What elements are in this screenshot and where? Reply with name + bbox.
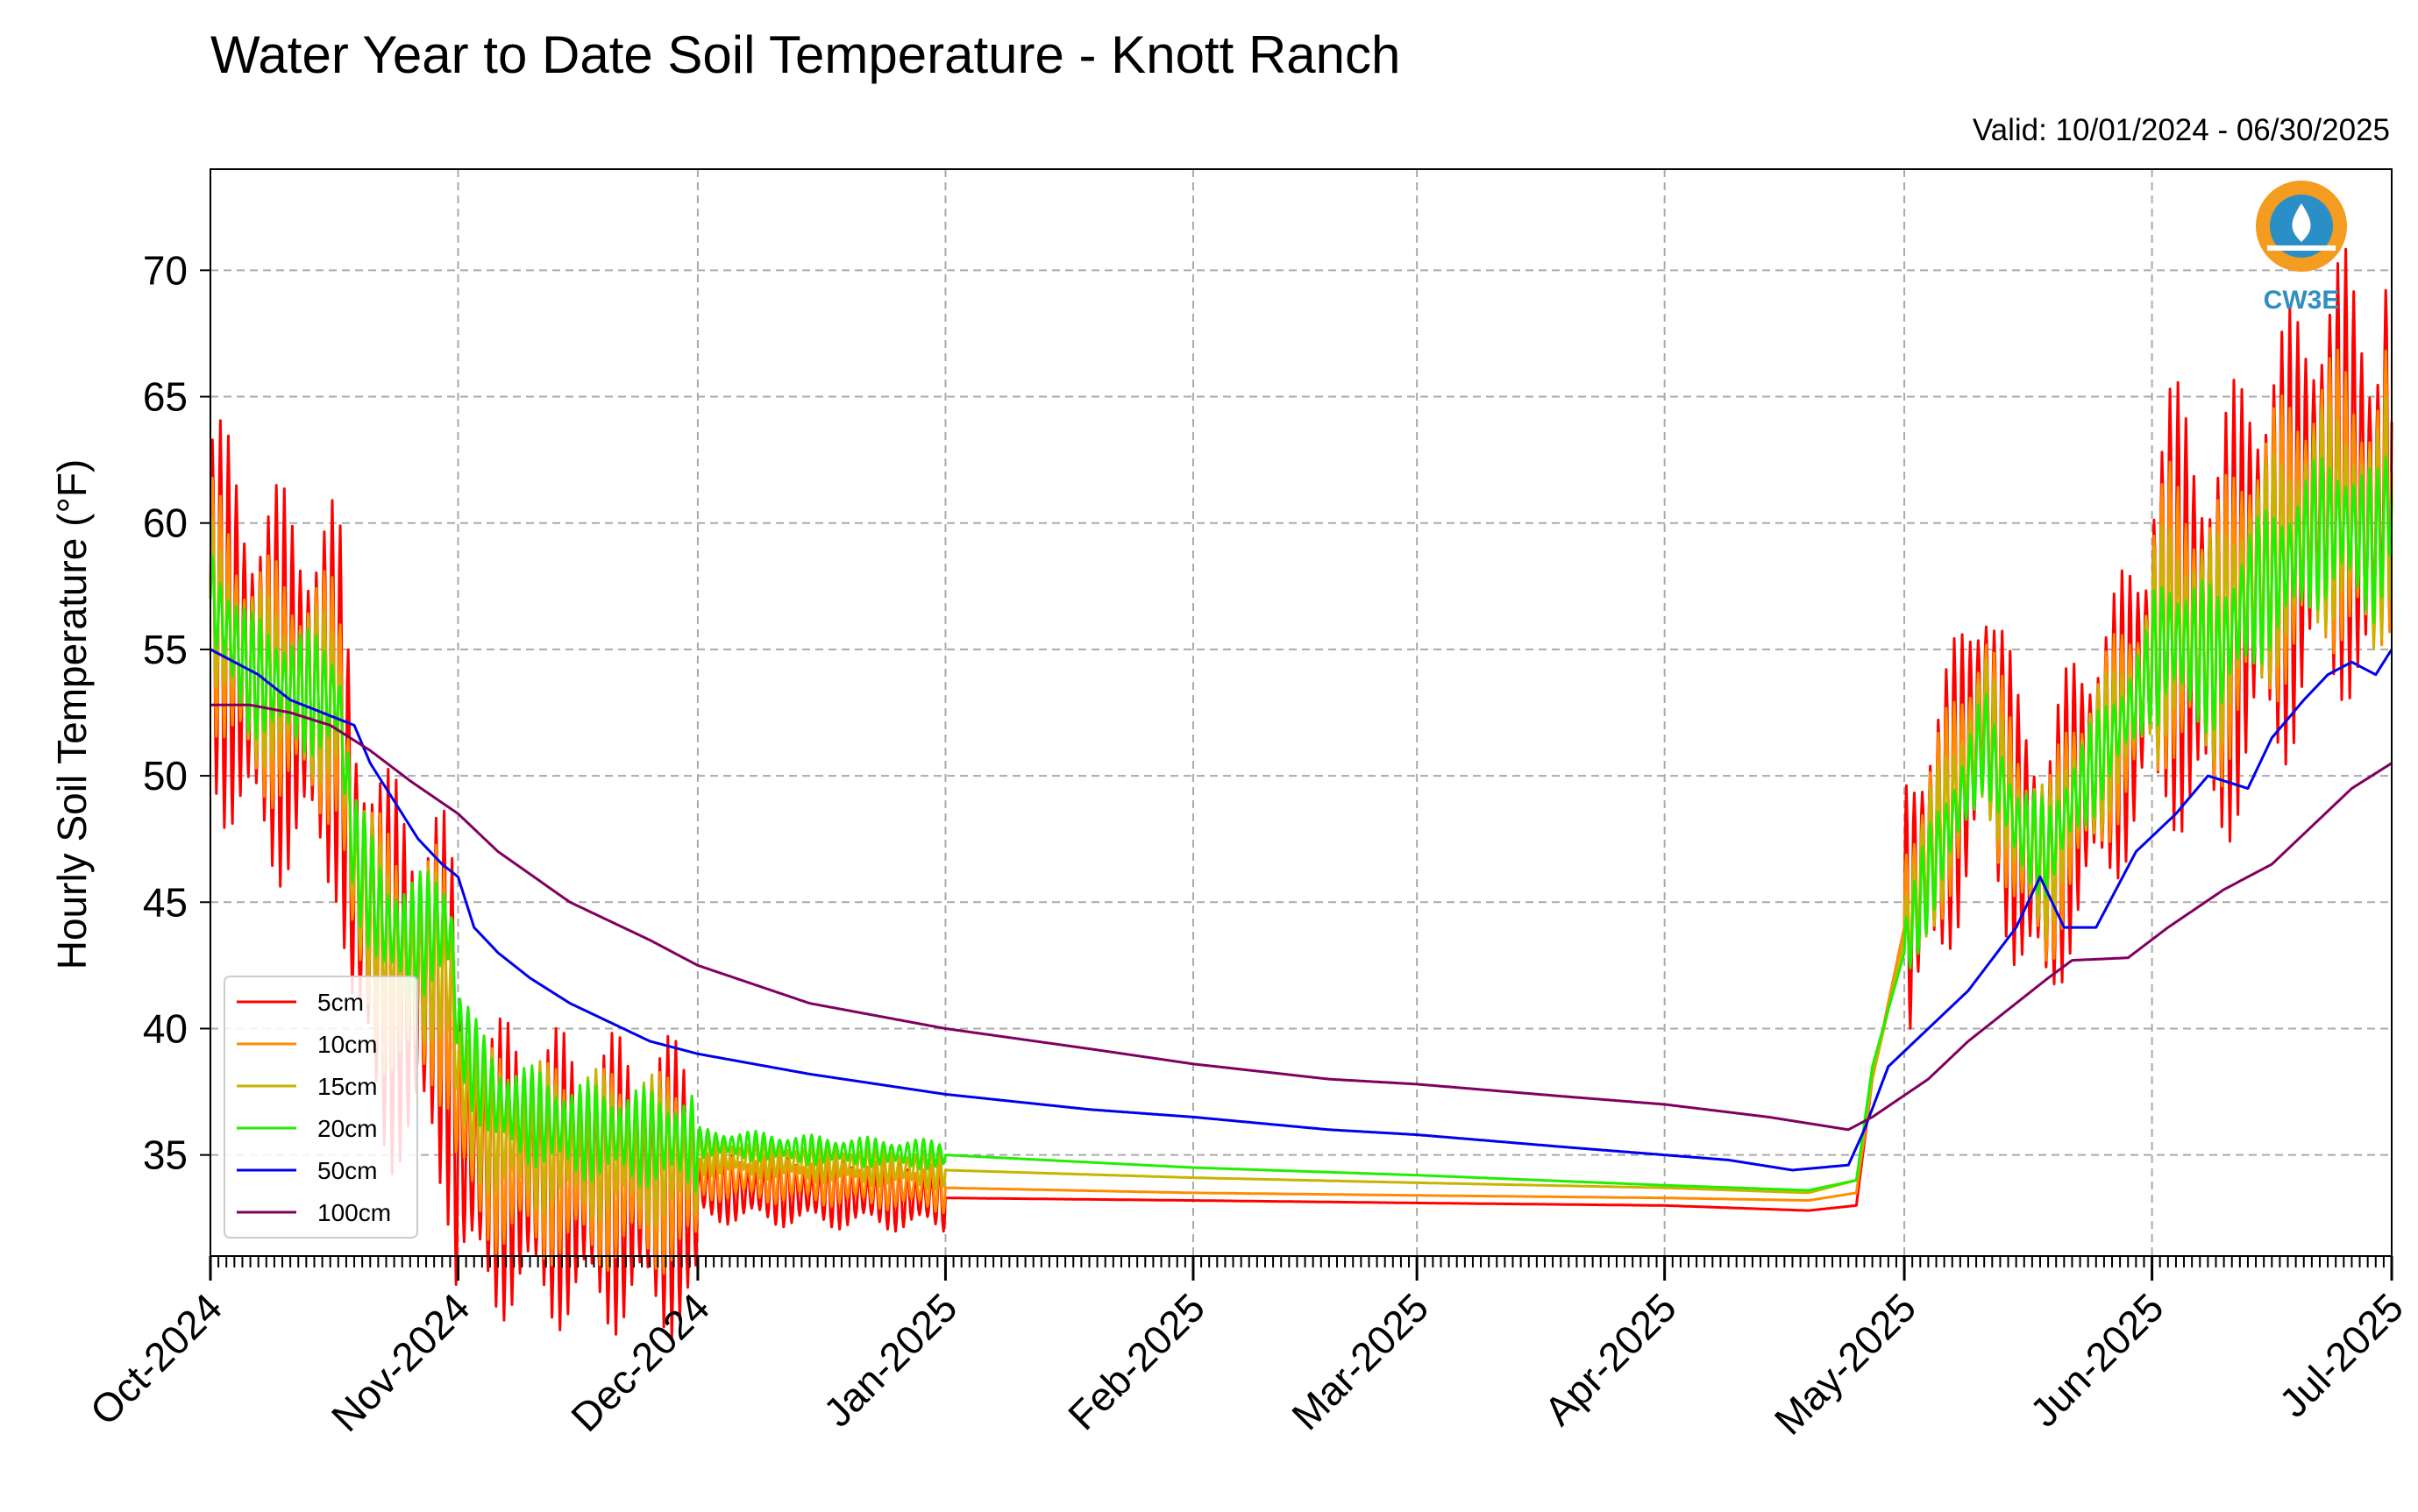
logo-wave-icon [2267, 245, 2336, 251]
chart-title: Water Year to Date Soil Temperature - Kn… [210, 25, 1400, 84]
series-line-50cm [210, 648, 2393, 1172]
x-tick-label: Jan-2025 [814, 1284, 965, 1435]
x-axis-ticks: Oct-2024 Nov-2024 Dec-2024 Jan-2025 Feb-2025… [82, 1256, 2413, 1444]
y-axis-ticks: 35 40 45 50 55 60 65 70 [143, 247, 210, 1178]
y-tick-label: 35 [143, 1132, 188, 1178]
y-tick-label: 50 [143, 753, 188, 799]
y-tick-label: 70 [143, 247, 188, 293]
logo-text: CW3E [2264, 286, 2340, 315]
x-tick-label: Apr-2025 [1535, 1284, 1685, 1434]
legend: 5cm 10cm 15cm 20cm 50cm 100cm [224, 976, 418, 1239]
series-line-20cm [209, 455, 2393, 1193]
y-tick-label: 45 [143, 879, 188, 925]
y-axis-label: Hourly Soil Temperature (°F) [49, 459, 95, 970]
x-tick-label: Jul-2025 [2271, 1284, 2413, 1426]
legend-label-50cm: 50cm [317, 1157, 377, 1184]
x-tick-label: Jun-2025 [2021, 1284, 2172, 1435]
legend-label-5cm: 5cm [317, 989, 364, 1016]
y-tick-label: 60 [143, 500, 188, 546]
legend-label-100cm: 100cm [317, 1199, 391, 1226]
plot-frame [210, 168, 2393, 1257]
x-tick-label: May-2025 [1766, 1284, 1924, 1443]
x-tick-label: Mar-2025 [1283, 1284, 1437, 1438]
x-tick-label: Feb-2025 [1059, 1284, 1213, 1438]
legend-label-10cm: 10cm [317, 1031, 377, 1058]
y-tick-label: 65 [143, 374, 188, 420]
y-tick-label: 40 [143, 1005, 188, 1051]
legend-box [224, 976, 418, 1239]
x-tick-label: Oct-2024 [82, 1284, 231, 1434]
x-tick-label: Dec-2024 [562, 1284, 718, 1440]
logo-drop-icon [2292, 203, 2311, 242]
legend-label-15cm: 15cm [317, 1073, 377, 1100]
x-tick-label: Nov-2024 [323, 1284, 479, 1440]
y-tick-label: 55 [143, 627, 188, 672]
legend-label-20cm: 20cm [317, 1115, 377, 1142]
x-axis-minor-ticks [210, 1256, 2393, 1267]
valid-date-range: Valid: 10/01/2024 - 06/30/2025 [1973, 113, 2390, 147]
series-line-100cm [210, 703, 2393, 1132]
series-lines [209, 247, 2393, 1339]
cw3e-logo: CW3E [2256, 181, 2347, 315]
